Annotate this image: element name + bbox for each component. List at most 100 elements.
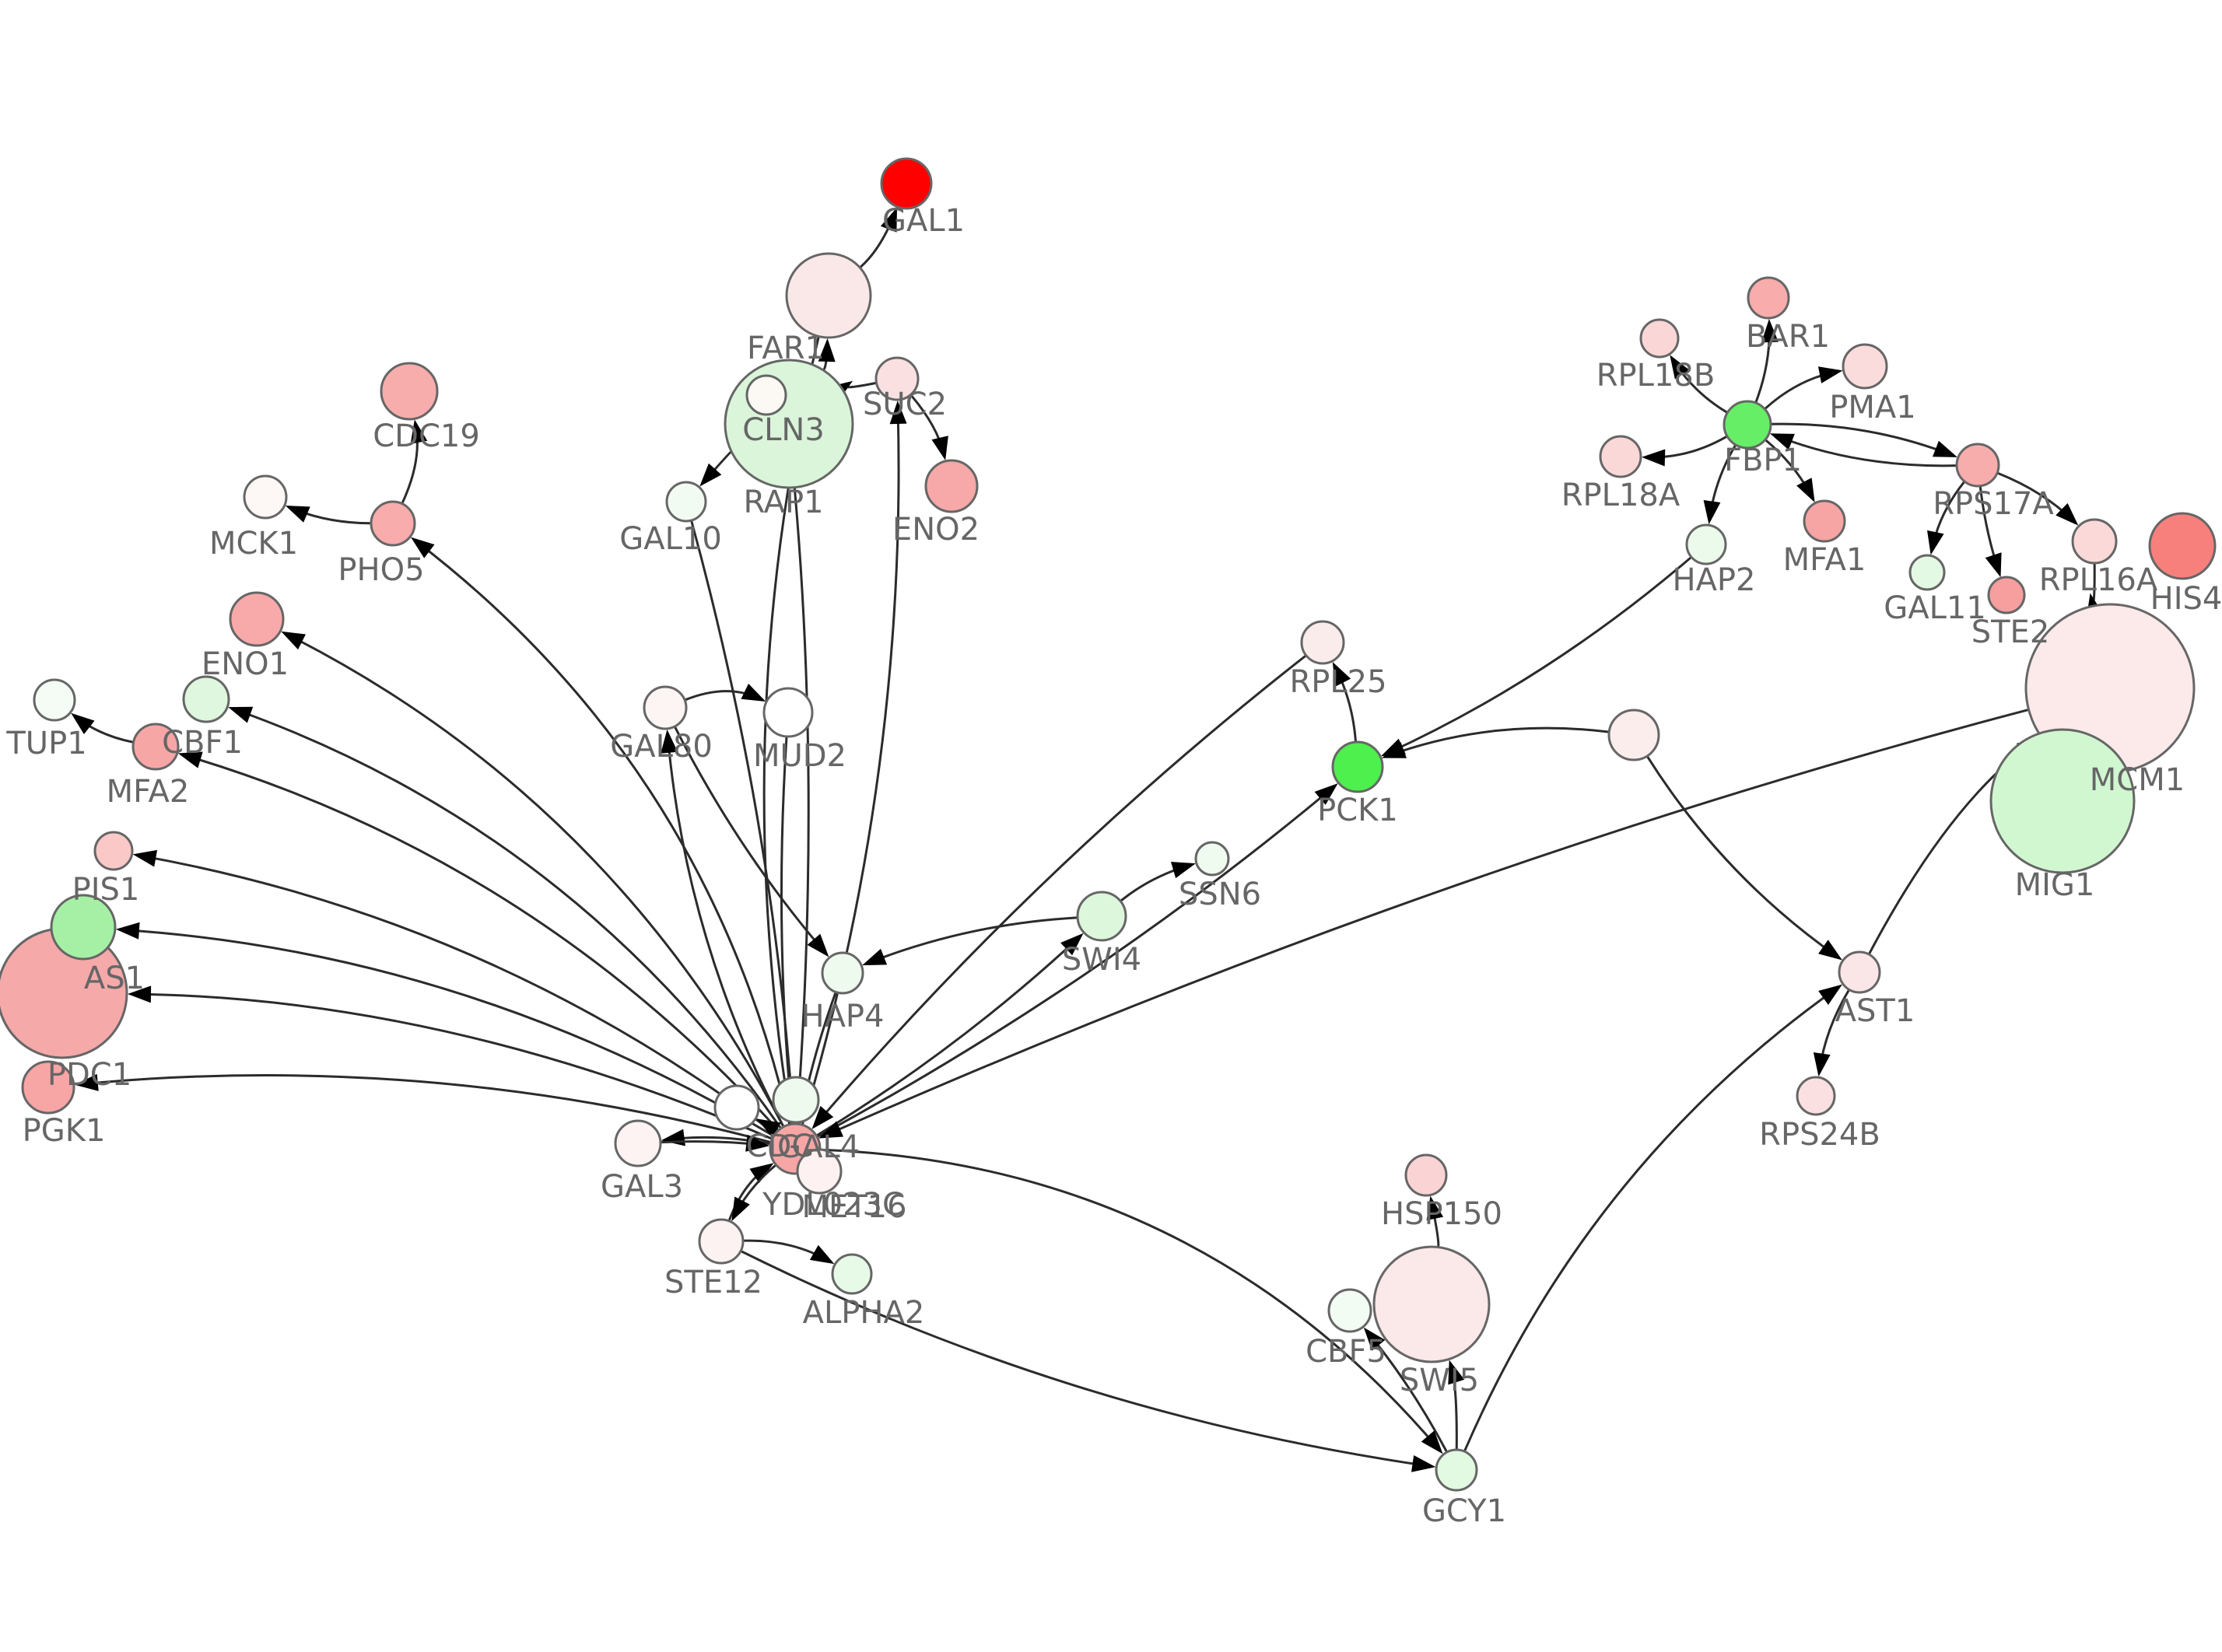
gene-node-label-alpha2: ALPHA2 <box>803 1295 925 1331</box>
gene-node-pho5[interactable] <box>370 500 416 547</box>
gene-node-label-mfa1: MFA1 <box>1783 542 1866 578</box>
gene-node-cdc19[interactable] <box>380 362 439 421</box>
gene-node-ydl023c[interactable] <box>796 1148 843 1195</box>
gene-node-mfa1[interactable] <box>1803 499 1846 543</box>
edge-arrowhead <box>228 706 254 723</box>
edge <box>823 709 2028 1137</box>
gene-node-label-eno1: ENO1 <box>202 646 289 682</box>
gene-node-pis1[interactable] <box>93 831 134 871</box>
gene-node-label-cdc39: CDC <box>746 1129 814 1164</box>
edge <box>286 633 784 1127</box>
gene-node-gal3[interactable] <box>614 1119 662 1167</box>
nodes-layer <box>0 157 2217 1492</box>
gene-node-mud2[interactable] <box>762 687 814 738</box>
edge-arrowhead <box>411 537 435 558</box>
gene-node-label-pho5: PHO5 <box>338 552 424 588</box>
gene-node-label-pis1: PIS1 <box>72 872 140 908</box>
gene-node-hap4[interactable] <box>821 951 864 995</box>
edge-arrowhead <box>1363 1327 1386 1351</box>
gene-node-ssn6[interactable] <box>1194 841 1230 877</box>
edge-arrowhead <box>818 338 836 362</box>
edge-arrowhead <box>745 1134 770 1152</box>
gene-node-rpl16a[interactable] <box>2071 518 2118 565</box>
edge-arrowhead <box>1817 366 1843 383</box>
gene-node-suc2[interactable] <box>874 356 920 401</box>
gene-node-tup1[interactable] <box>33 678 76 722</box>
gene-node-gcy1[interactable] <box>1435 1448 1478 1492</box>
gene-node-hap2[interactable] <box>1685 523 1727 565</box>
edge-arrowhead <box>1927 530 1944 555</box>
labels-layer: GAL1 FAR1 SUC2 ENO2 CLN3 RAP1 GAL10 CDC19 MCK1 PH… <box>5 203 2222 1529</box>
gene-node-fbp1[interactable] <box>1723 400 1772 450</box>
edge-arrowhead <box>1932 440 1957 457</box>
gene-node-label-mcm1: MCM1 <box>2090 762 2185 798</box>
edge-arrowhead <box>818 1121 844 1139</box>
gene-node-hsp150[interactable] <box>1404 1153 1448 1197</box>
gene-node-label-as1: AS1 <box>84 961 145 996</box>
gene-node-rps24b[interactable] <box>1796 1076 1836 1116</box>
edge-arrowhead <box>410 419 428 444</box>
gene-node-pgk1[interactable] <box>21 1060 75 1115</box>
gene-node-eno2[interactable] <box>924 459 979 513</box>
gene-node-gal10[interactable] <box>665 481 707 523</box>
gene-node-gal80[interactable] <box>643 685 688 730</box>
gene-node-ste2[interactable] <box>1987 576 2026 614</box>
gene-node-pma1[interactable] <box>1842 343 1888 390</box>
gene-node-cbf1[interactable] <box>182 675 230 723</box>
edge-arrowhead <box>177 751 203 768</box>
edge-arrowhead <box>1796 478 1815 503</box>
gene-node-label-rpl25: RPL25 <box>1289 664 1386 700</box>
gene-node-as1[interactable] <box>50 894 117 961</box>
edge-arrowhead <box>285 505 310 523</box>
gene-node-rpl25[interactable] <box>1300 620 1345 665</box>
edge-arrowhead <box>931 436 948 460</box>
gene-node-mig1[interactable] <box>1989 728 2136 874</box>
gene-node-label-hap4: HAP4 <box>801 999 884 1034</box>
edge <box>820 1148 1440 1451</box>
gene-node-cdc39[interactable] <box>713 1084 760 1131</box>
edge <box>816 936 1080 1137</box>
edge-arrowhead <box>1761 318 1779 343</box>
gene-node-alpha2[interactable] <box>831 1253 873 1295</box>
gene-node-label-gal80: GAL80 <box>610 729 713 765</box>
gene-node-mfa2[interactable] <box>131 723 180 771</box>
gene-node-eno1[interactable] <box>229 591 285 647</box>
edge <box>793 488 810 1118</box>
gene-node-far1[interactable] <box>785 252 872 339</box>
gene-node-mck1[interactable] <box>243 474 288 520</box>
edge-arrowhead <box>889 400 907 425</box>
edge-arrowhead <box>1448 1360 1465 1385</box>
gene-node-rpl18a[interactable] <box>1599 435 1642 478</box>
gene-node-gal1[interactable] <box>880 157 933 210</box>
gene-node-gal11[interactable] <box>1908 554 1946 591</box>
gene-node-swi5[interactable] <box>1372 1245 1491 1363</box>
gene-node-label-mud2: MUD2 <box>753 738 846 774</box>
gene-node-swi4[interactable] <box>1076 891 1127 942</box>
gene-node-label-cbf5: CBF5 <box>1306 1334 1386 1370</box>
gene-node-label-cln3: CLN3 <box>742 412 825 448</box>
gene-node-label-his4: HIS4 <box>2150 581 2222 617</box>
gene-node-ste12[interactable] <box>698 1218 745 1265</box>
edge <box>801 406 900 1125</box>
edge-arrowhead <box>1703 500 1721 525</box>
edge-arrowhead <box>132 849 158 867</box>
edge <box>817 786 1334 1138</box>
edge-arrowhead <box>1818 984 1842 1005</box>
gene-node-cbf5[interactable] <box>1327 1288 1372 1333</box>
gene-node-met16[interactable] <box>772 1076 820 1124</box>
edge-arrowhead <box>809 1244 835 1265</box>
gene-node-rps17a[interactable] <box>1955 443 2000 488</box>
gene-node-rap1[interactable] <box>745 374 787 416</box>
gene-node-unnamed1[interactable] <box>1607 709 1660 761</box>
gene-node-pck1[interactable] <box>1331 740 1384 793</box>
edge <box>233 708 782 1129</box>
edge-arrowhead <box>1411 1454 1436 1472</box>
gene-node-rpl18b[interactable] <box>1639 318 1680 359</box>
gene-node-ast1[interactable] <box>1838 950 1881 994</box>
gene-node-his4[interactable] <box>2148 512 2217 580</box>
gene-node-label-hap2: HAP2 <box>1672 562 1755 598</box>
edge-arrowhead <box>127 985 152 1003</box>
gene-node-label-ast1: AST1 <box>1835 993 1915 1029</box>
gene-node-bar1[interactable] <box>1747 276 1790 320</box>
